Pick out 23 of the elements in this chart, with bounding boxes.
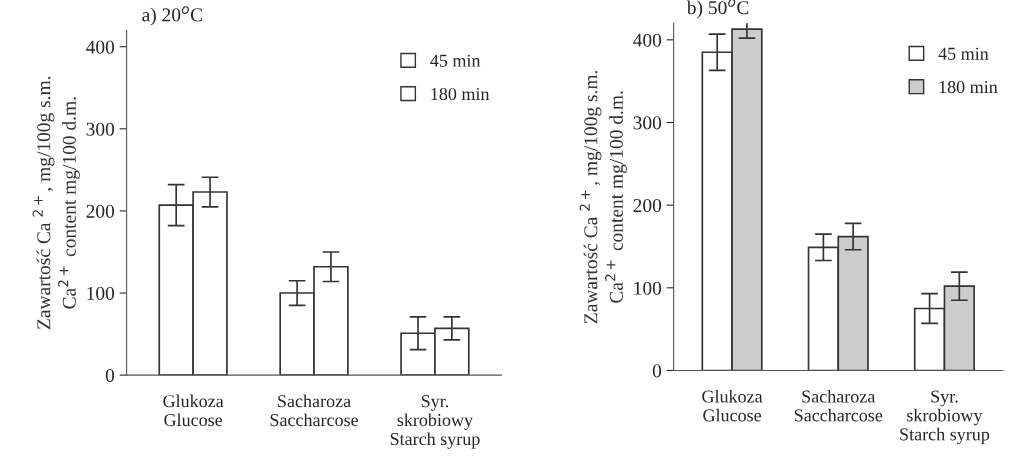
chart-title: a) 20$^{o}$C [142, 6, 202, 26]
y-tick-label: 0 [105, 368, 115, 383]
x-tick-label: Glukoza Glucose [163, 394, 224, 427]
x-tick-label: Syr. skrobiowy Starch syrup [390, 395, 480, 449]
y-tick-label: 100 [87, 286, 115, 300]
y-tick-label: 400 [86, 40, 115, 54]
legend-label: 45 min [938, 47, 989, 60]
y-tick-label: 300 [86, 122, 115, 136]
legend-label: 180 min [431, 87, 490, 101]
legend-label: 180 min [939, 80, 998, 94]
text: Zawartość Ca $^{2+}$, mg/100g s.m. Ca$^{2+}$ content mg/100 d.m. [32, 76, 80, 330]
x-tick-label: Sacharoza Saccharcose [270, 394, 359, 427]
y-tick-label: 0 [652, 364, 662, 378]
y-tick-label: 100 [634, 281, 662, 295]
y-tick-label: 400 [633, 33, 662, 47]
x-tick-label: Glukoza Glucose [702, 389, 763, 422]
legend-label: 45 min [430, 54, 481, 67]
y-tick-label: 200 [633, 198, 662, 213]
x-tick-label: Syr. skrobiowy Starch syrup [900, 390, 990, 445]
text: Zawartość Ca $^{2+}$, mg/100g s.m. Ca$^{2+}$ content mg/100 d.m. [579, 70, 627, 324]
x-tick-label: Sacharoza Saccharcose [794, 389, 883, 422]
y-tick-label: 200 [86, 204, 115, 218]
y-tick-label: 300 [633, 116, 662, 130]
